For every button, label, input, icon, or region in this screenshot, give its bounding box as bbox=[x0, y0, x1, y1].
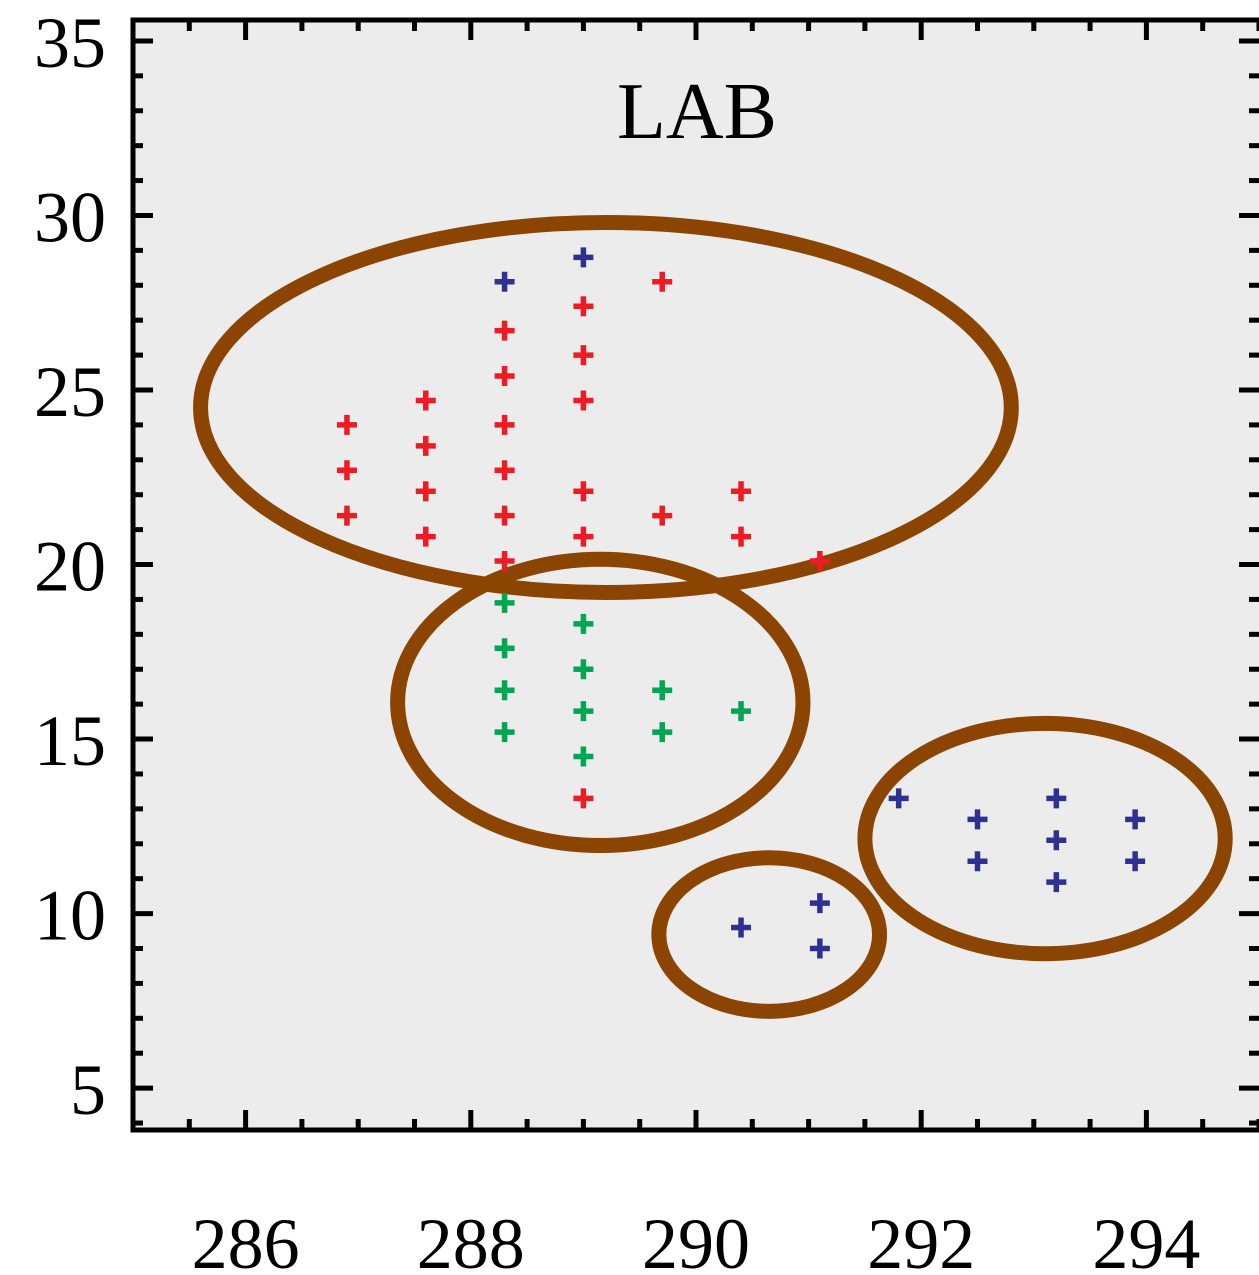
point-s1-15 bbox=[573, 345, 594, 366]
point-s3-5 bbox=[809, 938, 830, 959]
point-s1-7 bbox=[415, 526, 436, 547]
y-tick-label: 5 bbox=[70, 1050, 106, 1130]
point-s2-7 bbox=[573, 701, 594, 722]
point-s1-24 bbox=[809, 551, 830, 572]
point-s3-4 bbox=[809, 893, 830, 914]
point-s1-14 bbox=[573, 296, 594, 317]
point-s1-16 bbox=[573, 390, 594, 411]
point-s3-6 bbox=[888, 788, 909, 809]
point-s1-10 bbox=[494, 414, 515, 435]
point-s3-8 bbox=[967, 851, 988, 872]
point-s3-1 bbox=[494, 271, 515, 292]
panel-label: LAB bbox=[617, 68, 777, 156]
point-s3-2 bbox=[573, 247, 594, 268]
point-s1-6 bbox=[415, 481, 436, 502]
cluster-ellipses bbox=[193, 214, 1233, 1019]
point-s1-4 bbox=[415, 390, 436, 411]
point-s1-19 bbox=[573, 788, 594, 809]
x-tick-label: 292 bbox=[867, 1204, 975, 1275]
x-tick-label: 290 bbox=[642, 1204, 750, 1275]
x-tick-label: 286 bbox=[192, 1204, 300, 1275]
y-tick-label: 15 bbox=[34, 701, 106, 781]
point-s2-5 bbox=[573, 613, 594, 634]
point-s1-23 bbox=[731, 526, 752, 547]
y-tick-label: 20 bbox=[34, 527, 106, 607]
point-s1-21 bbox=[652, 505, 673, 526]
point-s3-11 bbox=[1046, 872, 1067, 893]
point-s1-20 bbox=[652, 271, 673, 292]
point-s3-13 bbox=[1125, 851, 1146, 872]
point-s1-18 bbox=[573, 526, 594, 547]
point-s2-9 bbox=[652, 680, 673, 701]
point-s1-22 bbox=[731, 481, 752, 502]
y-tick-label: 10 bbox=[34, 876, 106, 956]
cluster-ellipse-4 bbox=[857, 715, 1233, 962]
cluster-ellipse-1 bbox=[193, 214, 1019, 600]
point-s1-11 bbox=[494, 460, 515, 481]
point-s3-10 bbox=[1046, 830, 1067, 851]
point-s3-9 bbox=[1046, 788, 1067, 809]
point-s3-7 bbox=[967, 809, 988, 830]
axis-tick-labels: 286 288 290 292 294 5 10 15 20 25 30 35 bbox=[34, 3, 1200, 1275]
point-s1-13 bbox=[494, 551, 515, 572]
y-tick-label: 30 bbox=[34, 177, 106, 257]
point-s2-1 bbox=[494, 592, 515, 613]
x-tick-label: 288 bbox=[417, 1204, 525, 1275]
point-s2-4 bbox=[494, 722, 515, 743]
axis-ticks bbox=[130, 20, 1259, 1130]
point-s2-2 bbox=[494, 638, 515, 659]
point-s3-3 bbox=[731, 917, 752, 938]
point-s1-5 bbox=[415, 435, 436, 456]
point-s2-10 bbox=[652, 722, 673, 743]
point-s1-2 bbox=[336, 460, 357, 481]
point-s1-12 bbox=[494, 505, 515, 526]
y-tick-label: 25 bbox=[34, 352, 106, 432]
y-tick-label: 35 bbox=[34, 3, 106, 83]
point-s1-8 bbox=[494, 320, 515, 341]
data-points bbox=[336, 247, 1146, 959]
point-s1-3 bbox=[336, 505, 357, 526]
point-s2-6 bbox=[573, 659, 594, 680]
x-tick-label: 294 bbox=[1092, 1204, 1200, 1275]
point-s2-11 bbox=[731, 701, 752, 722]
point-s1-9 bbox=[494, 366, 515, 387]
point-s2-3 bbox=[494, 680, 515, 701]
cluster-ellipse-3 bbox=[651, 850, 888, 1019]
point-s1-1 bbox=[336, 414, 357, 435]
point-s2-8 bbox=[573, 746, 594, 767]
cluster-ellipse-2 bbox=[390, 551, 811, 854]
point-s3-12 bbox=[1125, 809, 1146, 830]
point-s1-17 bbox=[573, 481, 594, 502]
